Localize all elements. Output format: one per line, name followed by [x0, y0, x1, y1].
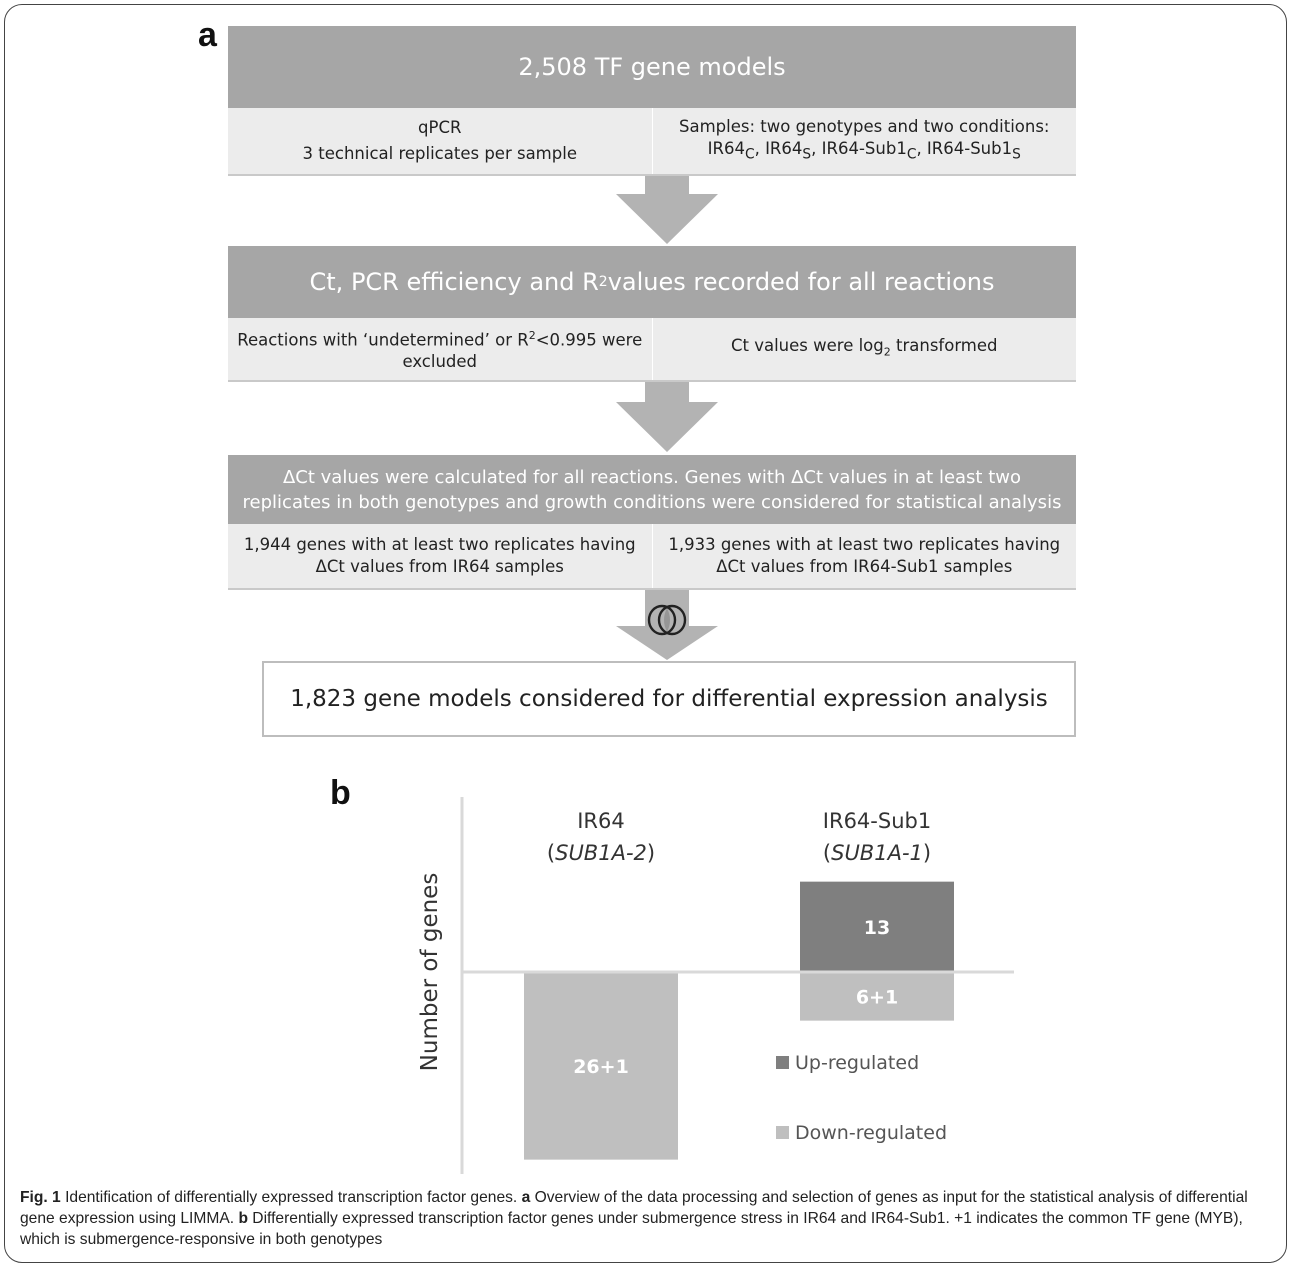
down-arrow-3	[616, 590, 718, 660]
text: <0.995 were excluded	[402, 330, 643, 372]
box2-title-text: values recorded for all reactions	[607, 268, 995, 296]
sample-ir64-sub1: , IR64-Sub1	[811, 139, 907, 159]
bar-chart: 13 26+1 6+1 IR64 (SUB1A-2) IR64-Sub1 (SUB1A-1…	[417, 797, 1014, 1174]
caption-a-letter: a	[521, 1189, 531, 1206]
down-bar-0	[524, 972, 678, 1160]
figure-caption: Fig. 1 Identification of differentially …	[20, 1187, 1270, 1250]
box3-left-line1: 1,944 genes with at least two replicates…	[243, 535, 636, 554]
bar-value-label: 6+1	[856, 986, 898, 1008]
box1-header: 2,508 TF gene models	[228, 26, 1076, 108]
box1-left-line1: qPCR	[418, 118, 462, 137]
box3-left-line2: ΔCt values from IR64 samples	[315, 557, 564, 576]
box3-left-cell: 1,944 genes with at least two replicates…	[228, 524, 653, 588]
box1-left-cell: qPCR 3 technical replicates per sample	[228, 108, 653, 174]
legend: Up-regulated Down-regulated	[776, 1052, 947, 1144]
panel-b-letter: b	[330, 774, 351, 812]
down-bar-1	[800, 972, 954, 1021]
superscript: 2	[598, 274, 608, 290]
legend-label: Down-regulated	[795, 1122, 947, 1144]
box2-right-cell: Ct values were log2 transformed	[653, 318, 1077, 380]
caption-title: Identification of differentially express…	[60, 1189, 522, 1206]
text: Ct values were log	[730, 335, 884, 355]
down-arrow-1	[616, 176, 718, 244]
box3-details: 1,944 genes with at least two replicates…	[228, 524, 1076, 590]
text: transformed	[890, 335, 998, 355]
box2-left-text: Reactions with ‘undetermined’ or R2<0.99…	[236, 325, 644, 374]
subscript-s: S	[802, 146, 812, 163]
box2-details: Reactions with ‘undetermined’ or R2<0.99…	[228, 318, 1076, 382]
category-name: IR64	[577, 809, 625, 833]
category-name: IR64-Sub1	[823, 809, 931, 833]
caption-fig-label: Fig. 1	[20, 1189, 61, 1206]
venn-intersection-icon	[647, 604, 687, 636]
legend-label: Up-regulated	[795, 1052, 919, 1074]
subscript-s: S	[1012, 146, 1021, 163]
category-allele: (SUB1A-2)	[547, 841, 655, 865]
sample-list: IR64C, IR64S, IR64-Sub1C, IR64-Sub1S	[708, 138, 1021, 165]
category-labels: IR64 (SUB1A-2) IR64-Sub1 (SUB1A-1)	[547, 809, 931, 865]
subscript: 2	[883, 345, 891, 359]
box3-right-cell: 1,933 genes with at least two replicates…	[653, 524, 1077, 588]
category-allele: (SUB1A-1)	[823, 841, 931, 865]
bar-value-label: 26+1	[573, 1056, 629, 1078]
superscript: 2	[528, 328, 536, 342]
box2-title-text: Ct, PCR efficiency and R	[309, 268, 599, 296]
caption-a-text: Overview of the data processing and sele…	[20, 1189, 1248, 1227]
subscript-c: C	[744, 146, 755, 163]
box3-right-line1: 1,933 genes with at least two replicates…	[668, 535, 1061, 554]
figure-frame	[4, 4, 1287, 1263]
box3-right-line2: ΔCt values from IR64-Sub1 samples	[716, 557, 1013, 576]
box1-left-line2: 3 technical replicates per sample	[302, 144, 577, 163]
bar-value-label: 13	[864, 917, 890, 939]
subscript-c: C	[906, 146, 917, 163]
panel-a-letter: a	[198, 16, 217, 54]
box1-details: qPCR 3 technical replicates per sample S…	[228, 108, 1076, 176]
box1-right-cell: Samples: two genotypes and two condition…	[653, 108, 1077, 174]
box1-right-line1: Samples: two genotypes and two condition…	[679, 117, 1050, 137]
down-arrow-2	[616, 382, 718, 452]
caption-b-letter: b	[238, 1210, 248, 1227]
legend-swatch	[776, 1056, 789, 1069]
box2-right-text: Ct values were log2 transformed	[731, 335, 998, 363]
caption-b-text: Differentially expressed transcription f…	[20, 1210, 1243, 1248]
sample-ir64-sub1: , IR64-Sub1	[916, 139, 1013, 159]
y-axis-label: Number of genes	[417, 873, 443, 1072]
up-bar-1	[800, 881, 954, 972]
sample-ir64: , IR64	[754, 139, 803, 159]
legend-swatch	[776, 1126, 789, 1139]
box3-header: ΔCt values were calculated for all react…	[228, 455, 1076, 524]
sample-ir64: IR64	[707, 139, 745, 159]
bar-group: 13 26+1 6+1	[524, 881, 954, 1160]
final-result-box: 1,823 gene models considered for differe…	[262, 661, 1076, 737]
box2-left-cell: Reactions with ‘undetermined’ or R2<0.99…	[228, 318, 653, 380]
text: Reactions with ‘undetermined’ or R	[237, 330, 529, 350]
